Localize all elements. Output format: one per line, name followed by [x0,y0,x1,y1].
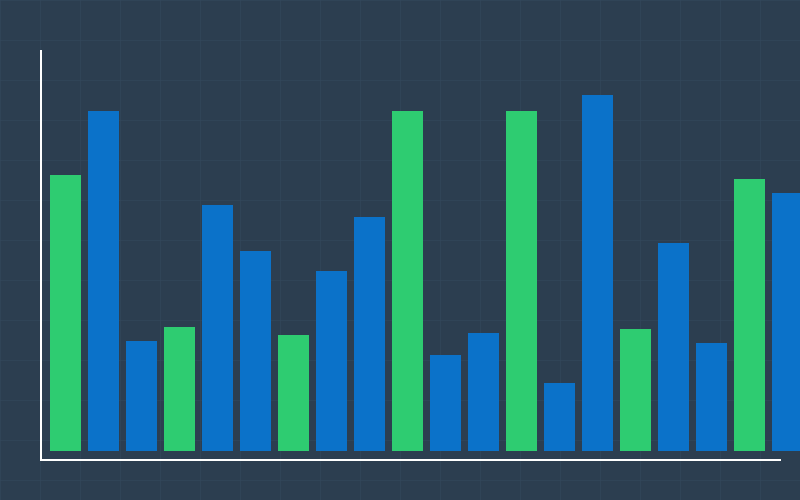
bars [50,95,800,451]
bar [278,335,309,451]
bar [88,111,119,451]
bar [430,355,461,451]
bar [544,383,575,451]
bar [696,343,727,451]
bar [734,179,765,451]
bar [392,111,423,451]
bar [772,193,800,451]
bar [620,329,651,451]
bar [354,217,385,451]
bar [240,251,271,451]
bar [50,175,81,451]
bar [164,327,195,451]
bar [126,341,157,451]
bar [582,95,613,451]
bar [658,243,689,451]
bar [202,205,233,451]
bar [468,333,499,451]
bar [316,271,347,451]
bar [506,111,537,451]
